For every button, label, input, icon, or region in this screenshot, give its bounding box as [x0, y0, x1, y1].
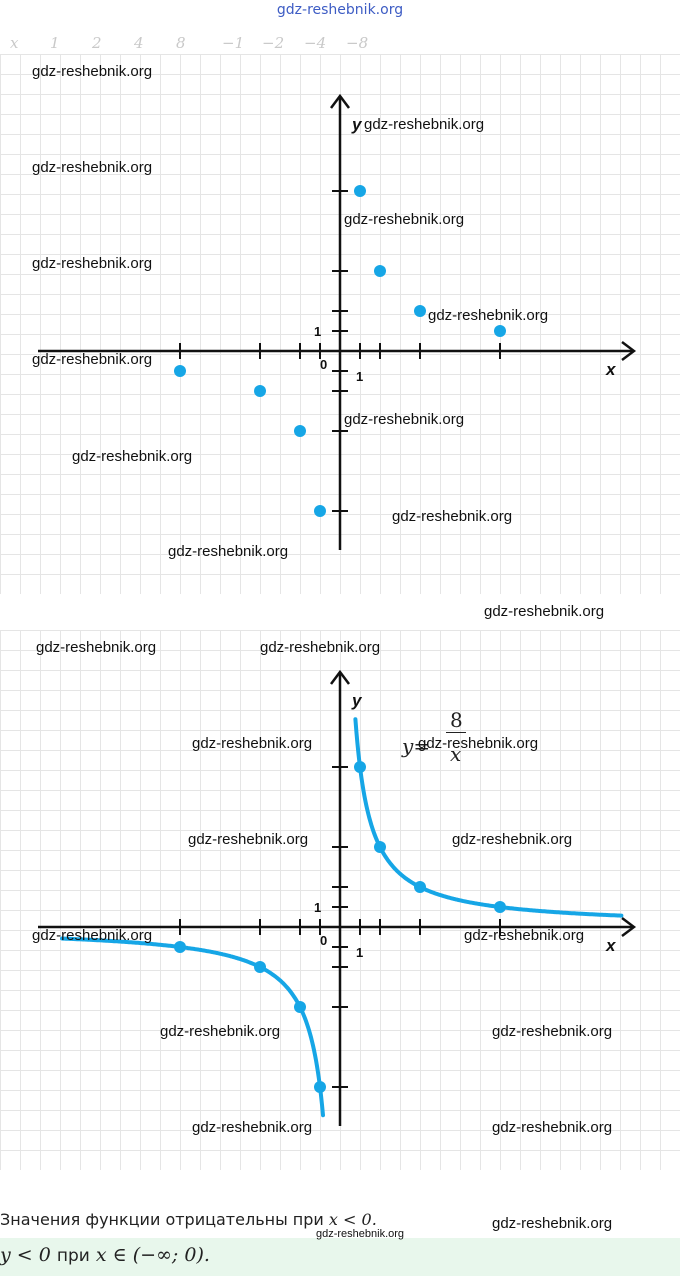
conclusion-math: x < 0.	[328, 1210, 377, 1229]
x-axis-arrow	[621, 341, 637, 361]
watermark: gdz-reshebnik.org	[316, 1228, 405, 1240]
y-axis-arrow	[330, 93, 350, 109]
watermark: gdz-reshebnik.org	[36, 639, 157, 656]
x-unit-label: 1	[356, 369, 363, 384]
watermark: gdz-reshebnik.org	[492, 1119, 613, 1136]
table-cell: −2	[262, 34, 285, 52]
data-point	[374, 841, 386, 853]
data-point	[494, 901, 506, 913]
scatter-chart: y x 0 1 1	[38, 93, 637, 550]
watermark: gdz-reshebnik.org	[32, 351, 153, 368]
site-header[interactable]: gdz-reshebnik.org	[276, 2, 404, 18]
y-axis-arrow	[330, 669, 350, 685]
data-point	[294, 1001, 306, 1013]
answer-lhs: y < 0	[0, 1244, 51, 1266]
fraction-bar	[446, 732, 466, 733]
watermark: gdz-reshebnik.org	[32, 255, 153, 272]
conclusion-text: Значения функции отрицательны при x < 0.	[0, 1210, 377, 1229]
data-point	[354, 761, 366, 773]
data-point	[414, 881, 426, 893]
table-cell: 2	[92, 34, 102, 52]
table-cell: 8	[176, 34, 186, 52]
y-unit-label: 1	[314, 900, 321, 915]
data-point	[374, 265, 386, 277]
y-axis-label: y	[351, 115, 363, 134]
data-point	[314, 1081, 326, 1093]
data-point	[294, 425, 306, 437]
answer-rhs: x ∈ (−∞; 0).	[95, 1244, 210, 1266]
hyperbola-branch-right	[353, 717, 624, 918]
watermark: gdz-reshebnik.org	[418, 735, 539, 752]
x-unit-label: 1	[356, 945, 363, 960]
watermark: gdz-reshebnik.org	[32, 159, 153, 176]
watermark: gdz-reshebnik.org	[492, 1023, 613, 1040]
function-formula: y= 8 x	[402, 708, 466, 766]
watermark: gdz-reshebnik.org	[260, 639, 381, 656]
answer-box: y < 0 при x ∈ (−∞; 0).	[0, 1238, 680, 1276]
table-cell: −1	[222, 34, 245, 52]
y-unit-label: 1	[314, 324, 321, 339]
watermark: gdz-reshebnik.org	[192, 735, 313, 752]
data-point	[174, 365, 186, 377]
hyperbola-chart: y x 0 1 1	[38, 669, 637, 1126]
watermark: gdz-reshebnik.org	[484, 603, 605, 620]
table-cell: −8	[346, 34, 369, 52]
watermark: gdz-reshebnik.org	[344, 411, 465, 428]
x-axis-arrow	[621, 917, 637, 937]
answer-text: y < 0 при x ∈ (−∞; 0).	[0, 1244, 210, 1266]
origin-label: 0	[320, 357, 327, 372]
watermark: gdz-reshebnik.org	[72, 448, 193, 465]
y-axis-label: y	[351, 691, 363, 710]
watermark: gdz-reshebnik.org	[452, 831, 573, 848]
watermark: gdz-reshebnik.org	[192, 1119, 313, 1136]
watermark: gdz-reshebnik.org	[160, 1023, 281, 1040]
watermark: gdz-reshebnik.org	[364, 116, 485, 133]
scatter-chart-panel: y x 0 1 1	[0, 54, 680, 594]
table-cell: x	[10, 34, 19, 52]
hyperbola-branch-left	[60, 936, 325, 1118]
data-point	[254, 385, 266, 397]
watermark: gdz-reshebnik.org	[344, 211, 465, 228]
data-point	[174, 941, 186, 953]
x-axis-label: x	[605, 360, 617, 379]
data-point	[314, 505, 326, 517]
formula-denominator: x	[450, 742, 462, 766]
formula-eq: =	[413, 734, 431, 758]
data-point	[414, 305, 426, 317]
watermark: gdz-reshebnik.org	[428, 307, 549, 324]
formula-numerator: 8	[450, 708, 463, 732]
data-point	[254, 961, 266, 973]
watermark: gdz-reshebnik.org	[32, 63, 153, 80]
data-point	[354, 185, 366, 197]
data-point	[494, 325, 506, 337]
table-cell: 1	[50, 34, 60, 52]
watermark: gdz-reshebnik.org	[492, 1215, 613, 1232]
watermark: gdz-reshebnik.org	[464, 927, 585, 944]
value-table-header: x 1 2 4 8 −1 −2 −4 −8	[0, 34, 680, 56]
table-cell: 4	[134, 34, 144, 52]
origin-label: 0	[320, 933, 327, 948]
table-cell: −4	[304, 34, 327, 52]
conclusion-words: Значения функции отрицательны при	[0, 1210, 324, 1229]
formula-lhs: y	[402, 734, 414, 758]
answer-word: при	[56, 1246, 90, 1266]
watermark: gdz-reshebnik.org	[32, 927, 153, 944]
watermark: gdz-reshebnik.org	[168, 543, 289, 560]
watermark: gdz-reshebnik.org	[392, 508, 513, 525]
x-axis-label: x	[605, 936, 617, 955]
watermark: gdz-reshebnik.org	[188, 831, 309, 848]
